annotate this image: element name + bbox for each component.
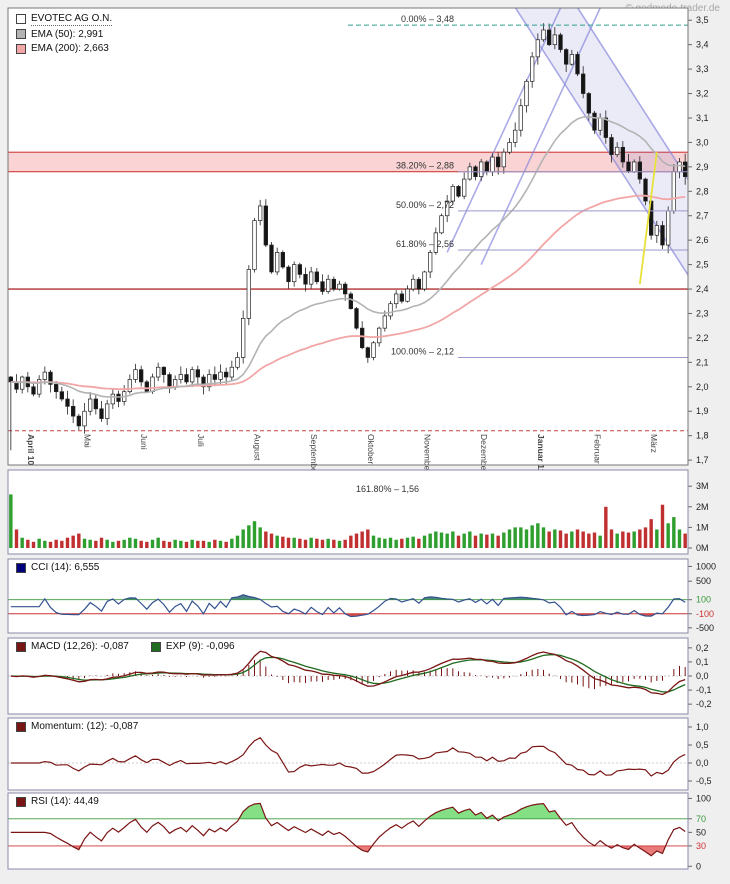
svg-text:3,0: 3,0: [696, 137, 709, 147]
svg-text:2,3: 2,3: [696, 308, 709, 318]
svg-text:-0,2: -0,2: [696, 699, 712, 709]
svg-text:3,5: 3,5: [696, 15, 709, 25]
svg-text:0.00% – 3,48: 0.00% – 3,48: [401, 14, 454, 24]
rsi-swatch: [16, 796, 26, 807]
svg-text:1,8: 1,8: [696, 431, 709, 441]
svg-text:April 10: April 10: [26, 434, 36, 465]
svg-text:3M: 3M: [696, 481, 709, 491]
svg-text:3,1: 3,1: [696, 113, 709, 123]
momentum-legend: Momentum: (12): -0,087: [16, 721, 138, 736]
svg-text:500: 500: [696, 576, 711, 586]
svg-text:2M: 2M: [696, 502, 709, 512]
legend-item-momentum[interactable]: Momentum: (12): -0,087: [16, 721, 138, 733]
svg-text:0,1: 0,1: [696, 657, 709, 667]
svg-text:September: September: [309, 434, 319, 476]
macd-legend: MACD (12,26): -0,087 EXP (9): -0,096: [16, 641, 235, 656]
symbol-swatch: [16, 14, 26, 25]
ema50-swatch: [16, 29, 26, 40]
svg-text:2,6: 2,6: [696, 235, 709, 245]
cci-label: CCI (14): 6,555: [31, 562, 100, 573]
svg-text:2,5: 2,5: [696, 260, 709, 270]
exp-swatch: [150, 641, 161, 652]
momentum-canvas[interactable]: 1,0 0,5 0,0 -0,5: [7, 717, 722, 791]
svg-text:August: August: [253, 434, 263, 461]
ema50-label: EMA (50): 2,991: [31, 28, 104, 40]
svg-text:März: März: [649, 434, 659, 453]
svg-text:2,8: 2,8: [696, 186, 709, 196]
ema200-label: EMA (200): 2,663: [31, 43, 109, 54]
main-chart-canvas[interactable]: 0.00% – 3,48 38.20% – 2,88 50.00% – 2,72 61…: [7, 7, 722, 476]
svg-text:30: 30: [696, 841, 706, 851]
rsi-legend: RSI (14): 44,49: [16, 796, 99, 811]
svg-text:November: November: [423, 434, 433, 473]
svg-text:70: 70: [696, 814, 706, 824]
legend-item-ema50[interactable]: EMA (50): 2,991: [16, 29, 112, 41]
macd-canvas[interactable]: 0,2 0,1 0,0 -0,1 -0,2: [7, 637, 722, 715]
svg-text:0,5: 0,5: [696, 740, 709, 750]
momentum-label: Momentum: (12): -0,087: [31, 721, 139, 732]
fib-extension-label: 161.80% – 1,56: [356, 484, 420, 494]
svg-text:-0,5: -0,5: [696, 776, 712, 786]
svg-text:2,0: 2,0: [696, 382, 709, 392]
legend-item-cci[interactable]: CCI (14): 6,555: [16, 562, 99, 574]
cci-swatch: [16, 562, 26, 573]
svg-text:3,4: 3,4: [696, 40, 709, 50]
rsi-label: RSI (14): 44,49: [31, 796, 99, 807]
svg-text:61.80% – 2,56: 61.80% – 2,56: [396, 239, 454, 249]
svg-text:2,7: 2,7: [696, 211, 709, 221]
cci-legend: CCI (14): 6,555: [16, 562, 99, 577]
svg-text:-100: -100: [696, 609, 714, 619]
svg-text:0: 0: [696, 861, 701, 871]
svg-text:1,9: 1,9: [696, 406, 709, 416]
svg-text:Februar: Februar: [593, 434, 603, 464]
svg-text:1000: 1000: [696, 561, 716, 571]
cci-canvas[interactable]: 1000 500 100 -100 -500: [7, 558, 722, 634]
svg-text:100: 100: [696, 793, 711, 803]
svg-text:50: 50: [696, 827, 706, 837]
legend-item-symbol[interactable]: EVOTEC AG O.N.: [16, 13, 113, 26]
svg-text:Juni: Juni: [139, 434, 149, 450]
svg-text:-500: -500: [696, 623, 714, 633]
svg-text:1,7: 1,7: [696, 455, 709, 465]
legend-item-macd[interactable]: MACD (12,26): -0,087: [16, 641, 129, 653]
svg-text:2,2: 2,2: [696, 333, 709, 343]
svg-text:1M: 1M: [696, 522, 709, 532]
svg-text:2,9: 2,9: [696, 162, 709, 172]
svg-text:0,2: 0,2: [696, 643, 709, 653]
svg-text:100.00% – 2,12: 100.00% – 2,12: [391, 346, 454, 356]
svg-text:38.20% – 2,88: 38.20% – 2,88: [396, 161, 454, 171]
svg-text:3,3: 3,3: [696, 64, 709, 74]
ema200-swatch: [16, 43, 26, 54]
macd-swatch: [16, 641, 26, 652]
exp-label: EXP (9): -0,096: [165, 641, 235, 652]
legend-item-exp[interactable]: EXP (9): -0,096: [150, 641, 235, 653]
svg-text:2,1: 2,1: [696, 357, 709, 367]
svg-text:Oktober: Oktober: [366, 434, 376, 464]
svg-text:50.00% – 2,72: 50.00% – 2,72: [396, 200, 454, 210]
svg-text:2,4: 2,4: [696, 284, 709, 294]
svg-text:Januar 11: Januar 11: [536, 434, 546, 473]
symbol-label: EVOTEC AG O.N.: [31, 13, 113, 26]
rsi-canvas[interactable]: 100 70 50 30 0: [7, 792, 722, 871]
svg-text:Juli: Juli: [196, 434, 206, 447]
svg-text:100: 100: [696, 595, 711, 605]
macd-label: MACD (12,26): -0,087: [31, 641, 129, 652]
svg-text:0M: 0M: [696, 543, 709, 553]
volume-canvas[interactable]: 3M 2M 1M 0M: [7, 469, 722, 555]
svg-text:3,2: 3,2: [696, 89, 709, 99]
legend-item-ema200[interactable]: EMA (200): 2,663: [16, 43, 112, 55]
svg-text:Dezember: Dezember: [479, 434, 489, 473]
momentum-swatch: [16, 721, 26, 732]
svg-text:Mai: Mai: [83, 434, 93, 448]
svg-text:0,0: 0,0: [696, 671, 709, 681]
legend-item-rsi[interactable]: RSI (14): 44,49: [16, 796, 99, 808]
svg-text:1,0: 1,0: [696, 722, 709, 732]
svg-text:-0,1: -0,1: [696, 685, 712, 695]
main-chart-legend: EVOTEC AG O.N. EMA (50): 2,991 EMA (200)…: [16, 13, 113, 58]
svg-text:0,0: 0,0: [696, 758, 709, 768]
